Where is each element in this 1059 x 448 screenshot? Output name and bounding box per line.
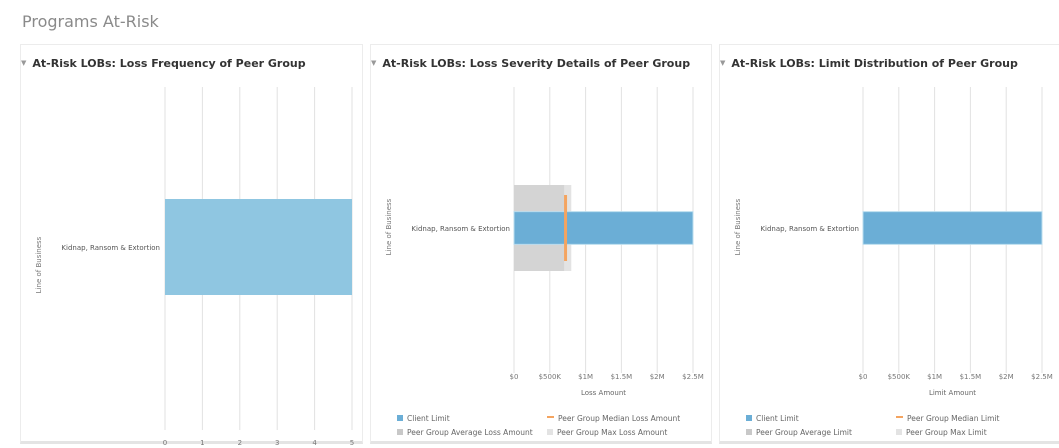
legend-swatch-icon [547,416,554,418]
x-axis-label: Loss Amount [581,389,626,397]
x-tick-label: 0 [163,439,167,445]
x-tick-label: $2M [999,373,1014,381]
legend-swatch-icon [746,415,752,421]
legend-label: Peer Group Average Limit [756,428,852,437]
limit-distribution-chart: $0 $500K $1M $1.5M $2M $2.5M Kidnap, Ransom & … [734,87,1053,397]
legend-item[interactable]: Peer Group Max Limit [896,428,987,437]
legend-item[interactable]: Peer Group Average Loss Amount [397,428,533,437]
legend-swatch-icon [746,429,752,435]
category-label: Kidnap, Ransom & Extortion [411,225,510,233]
x-tick-label: 3 [275,439,279,445]
legend-label: Peer Group Median Loss Amount [558,414,681,423]
legend-item[interactable]: Peer Group Max Loss Amount [547,428,667,437]
legend-item[interactable]: Peer Group Median Limit [896,414,999,423]
category-label: Kidnap, Ransom & Extortion [760,225,859,233]
legend-swatch-icon [547,429,553,435]
panel-title: At-Risk LOBs: Loss Severity Details of P… [382,57,691,70]
x-tick-label: 2 [238,439,242,445]
x-tick-label: $500K [888,373,911,381]
loss-frequency-panel: ▼ At-Risk LOBs: Loss Frequency of Peer Gr… [20,44,363,445]
x-tick-label: 4 [312,439,317,445]
y-axis-label: Line of Business [35,236,43,293]
legend-swatch-icon [896,416,903,418]
x-tick-label: 5 [350,439,354,445]
loss-severity-chart: $0 $500K $1M $1.5M $2M $2.5M Kidnap, Ransom & … [385,87,704,397]
collapse-caret-icon[interactable]: ▼ [21,59,27,67]
category-label: Kidnap, Ransom & Extortion [61,244,160,252]
bar-client-limit[interactable] [862,211,1043,245]
loss-frequency-chart: 0 1 2 3 4 5 Kidnap, Ransom & Extortion Line of … [35,87,354,445]
panel-title: At-Risk LOBs: Limit Distribution of Peer… [731,57,1018,70]
legend-item[interactable]: Client Limit [397,414,450,423]
legend-label: Client Limit [407,414,450,423]
limit-distribution-panel: ▼ At-Risk LOBs: Limit Distribution of Pee… [719,44,1059,444]
loss-severity-panel: ▼ At-Risk LOBs: Loss Severity Details of … [370,44,712,444]
legend-item[interactable]: Peer Group Average Limit [746,428,852,437]
legend-swatch-icon [397,429,403,435]
x-tick-label: 1 [200,439,204,445]
marker-peer-group-median[interactable] [564,195,568,261]
legend-label: Peer Group Average Loss Amount [407,428,533,437]
legend-swatch-icon [397,415,403,421]
legend-label: Peer Group Max Loss Amount [557,428,668,437]
y-axis-label: Line of Business [385,198,393,255]
legend-item[interactable]: Client Limit [746,414,799,423]
x-tick-label: $0 [510,373,519,381]
x-tick-label: $500K [539,373,562,381]
collapse-caret-icon[interactable]: ▼ [720,59,726,67]
bar-peer-group-number-of-losses[interactable] [165,199,352,295]
x-tick-label: $2M [650,373,665,381]
panel-header[interactable]: ▼ At-Risk LOBs: Loss Frequency of Peer Gr… [21,57,306,70]
y-axis-label: Line of Business [734,198,742,255]
page-title: Programs At-Risk [22,12,159,31]
x-tick-label: $2.5M [682,373,704,381]
x-tick-label: $1.5M [611,373,633,381]
panel-title: At-Risk LOBs: Loss Frequency of Peer Gro… [32,57,306,70]
legend-swatch-icon [896,429,902,435]
legend-label: Client Limit [756,414,799,423]
legend-label: Peer Group Median Limit [907,414,1000,423]
collapse-caret-icon[interactable]: ▼ [371,59,377,67]
panel-header[interactable]: ▼ At-Risk LOBs: Limit Distribution of Pee… [720,57,1018,70]
x-tick-label: $1M [927,373,942,381]
x-tick-label: $1.5M [960,373,982,381]
x-tick-label: $1M [578,373,593,381]
legend-item[interactable]: Peer Group Median Loss Amount [547,414,680,423]
bar-client-limit[interactable] [513,211,694,245]
x-tick-label: $0 [859,373,868,381]
x-tick-label: $2.5M [1031,373,1053,381]
x-axis-label: Limit Amount [929,389,976,397]
panel-header[interactable]: ▼ At-Risk LOBs: Loss Severity Details of … [371,57,690,70]
legend-label: Peer Group Max Limit [906,428,987,437]
